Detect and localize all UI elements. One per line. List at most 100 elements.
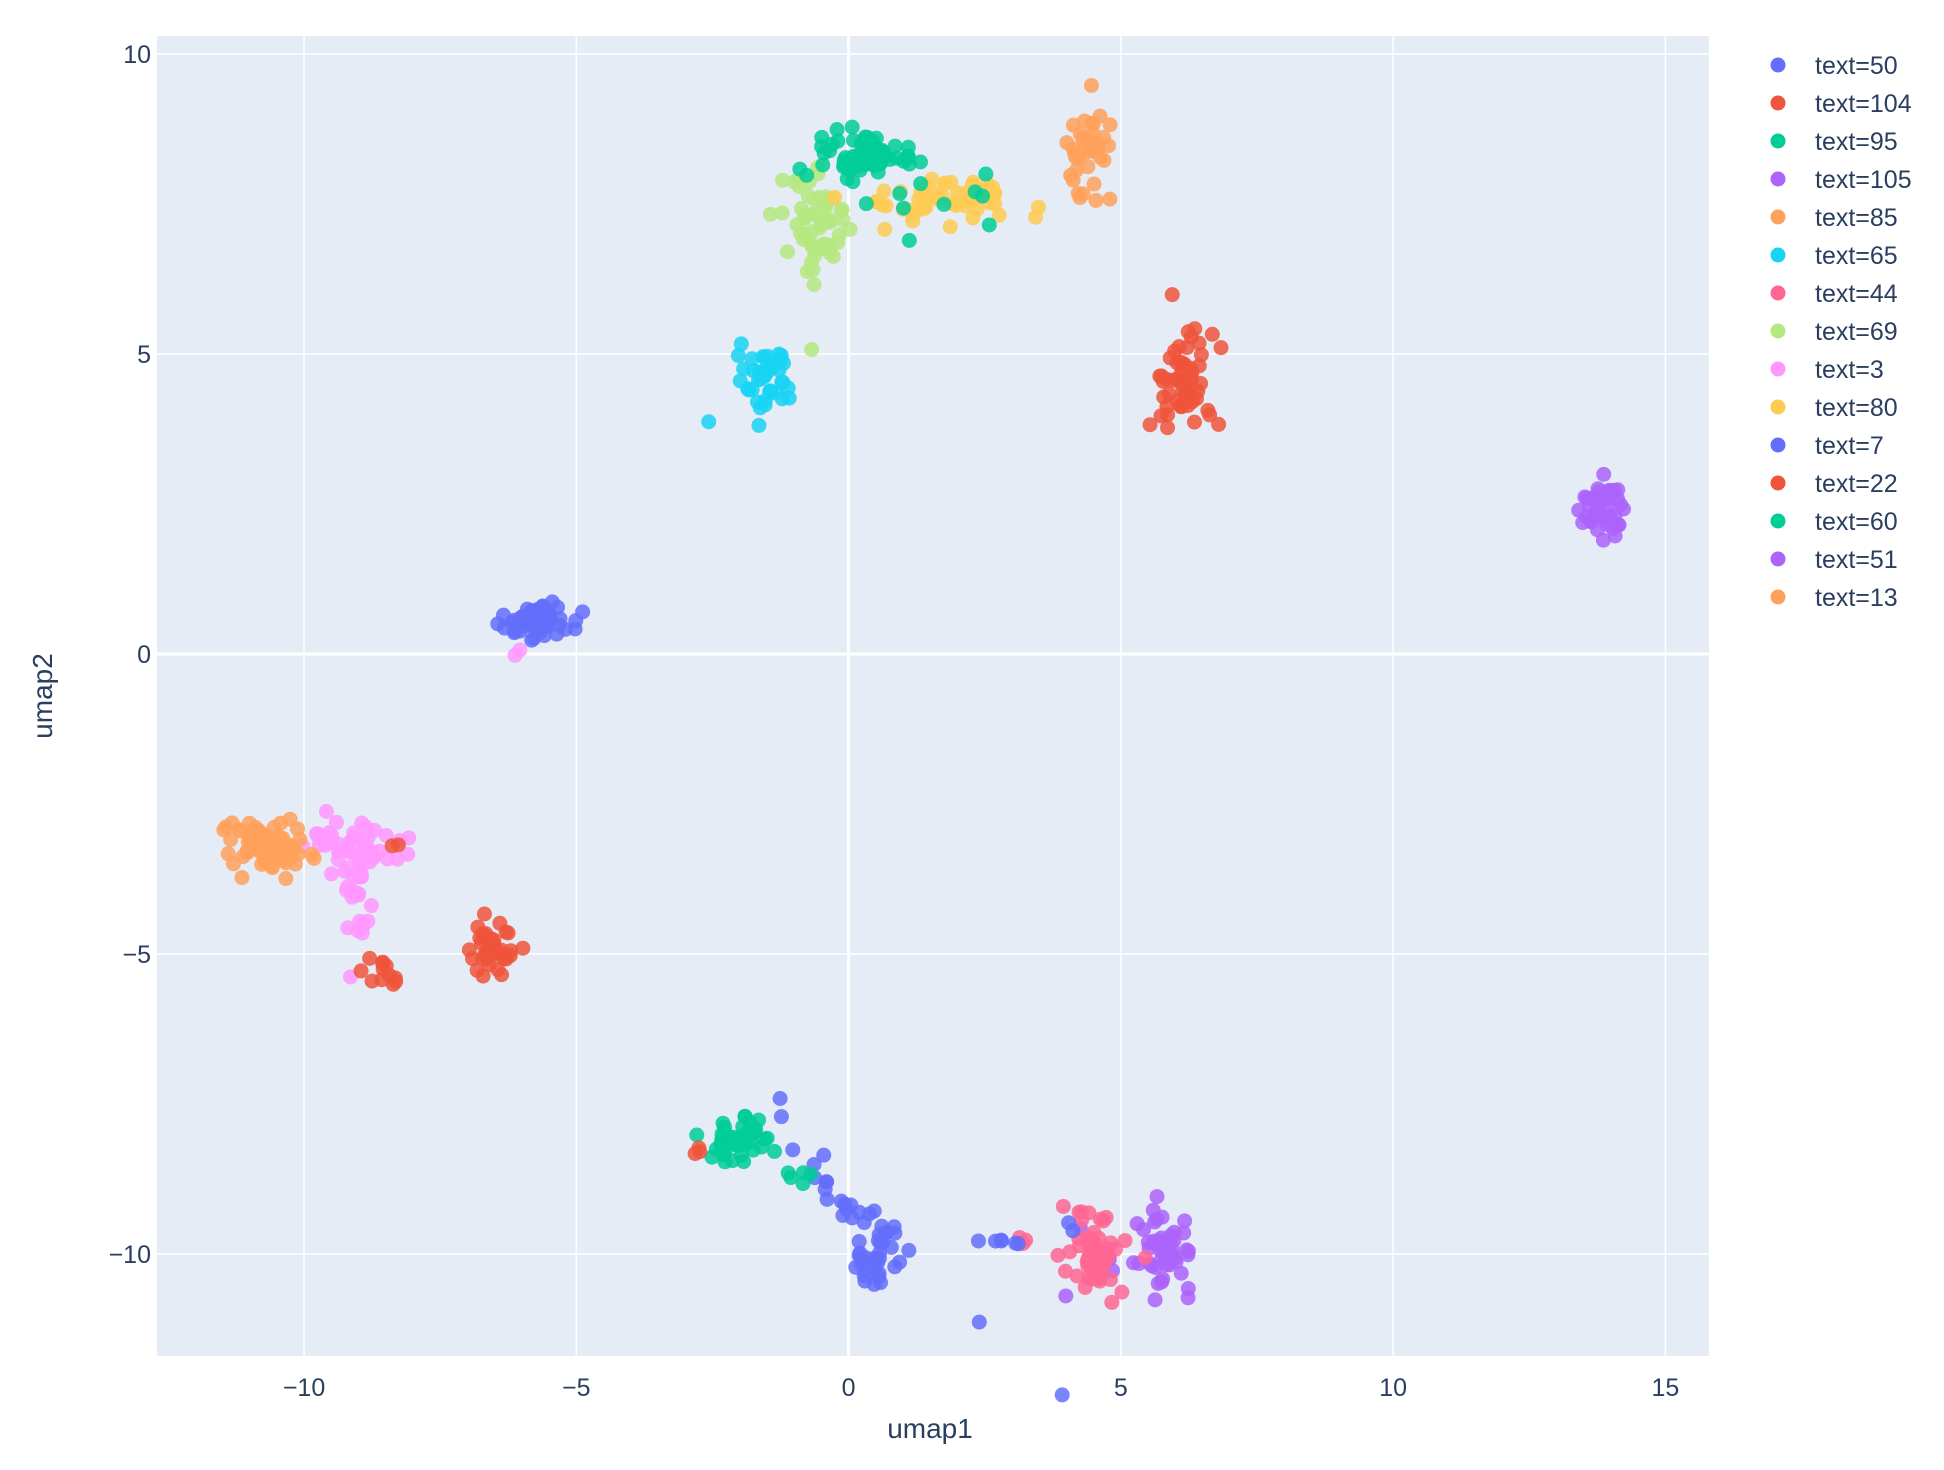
- legend-marker: [1770, 95, 1786, 111]
- data-point: [766, 1143, 782, 1159]
- x-tick-label: 10: [1379, 1374, 1407, 1402]
- data-point: [540, 618, 556, 634]
- legend-item[interactable]: text=80: [1770, 394, 1898, 422]
- plot-background: [157, 36, 1709, 1356]
- data-point: [851, 1247, 867, 1263]
- data-point: [1158, 371, 1174, 387]
- data-point: [337, 863, 353, 879]
- data-point: [866, 1203, 882, 1219]
- data-point: [743, 1134, 759, 1150]
- data-point: [1028, 209, 1044, 225]
- data-point: [749, 394, 765, 410]
- legend-item[interactable]: text=51: [1770, 546, 1898, 574]
- data-point: [851, 1204, 867, 1220]
- data-point: [866, 1261, 882, 1277]
- data-point: [317, 837, 333, 853]
- data-point: [233, 823, 249, 839]
- data-point: [730, 348, 746, 364]
- data-point: [870, 164, 886, 180]
- legend-item[interactable]: text=95: [1770, 128, 1898, 156]
- data-point: [774, 374, 790, 390]
- data-point: [993, 1233, 1009, 1249]
- legend-label: text=3: [1815, 356, 1884, 384]
- data-point: [304, 846, 320, 862]
- legend: text=50 text=104 text=95 text=105 text=85 tex…: [1770, 52, 1912, 612]
- data-point: [875, 1234, 891, 1250]
- data-point: [842, 221, 858, 237]
- y-tick-labels: −10 −5 0 5 10: [109, 41, 151, 1269]
- data-point: [1072, 190, 1088, 206]
- data-point: [762, 206, 778, 222]
- data-point: [873, 1275, 889, 1291]
- data-point: [1102, 117, 1118, 133]
- legend-item[interactable]: text=60: [1770, 508, 1898, 536]
- data-point: [575, 604, 591, 620]
- legend-item[interactable]: text=50: [1770, 52, 1898, 80]
- data-point: [1180, 1281, 1196, 1297]
- data-point: [255, 837, 271, 853]
- data-point: [364, 973, 380, 989]
- data-point: [814, 129, 830, 145]
- data-point: [502, 947, 518, 963]
- data-point: [387, 970, 403, 986]
- data-point: [913, 176, 929, 192]
- data-point: [887, 138, 903, 154]
- data-point: [689, 1127, 705, 1143]
- legend-label: text=44: [1815, 280, 1898, 308]
- data-point: [851, 154, 867, 170]
- legend-item[interactable]: text=105: [1770, 166, 1912, 194]
- data-point: [1211, 416, 1227, 432]
- legend-label: text=50: [1815, 52, 1898, 80]
- data-point: [1611, 517, 1627, 533]
- data-point: [779, 244, 795, 260]
- data-point: [737, 1108, 753, 1124]
- data-point: [1204, 326, 1220, 342]
- legend-item[interactable]: text=85: [1770, 204, 1898, 232]
- legend-marker: [1770, 209, 1786, 225]
- data-point: [1088, 135, 1104, 151]
- y-axis-title: umap2: [27, 653, 58, 739]
- data-point: [318, 804, 334, 820]
- legend-item[interactable]: text=7: [1770, 432, 1884, 460]
- data-point: [1010, 1236, 1026, 1252]
- legend-item[interactable]: text=104: [1770, 90, 1912, 118]
- data-point: [1061, 1215, 1077, 1231]
- data-point: [772, 1090, 788, 1106]
- data-point: [804, 224, 820, 240]
- legend-item[interactable]: text=69: [1770, 318, 1898, 346]
- data-point: [687, 1146, 703, 1162]
- data-point: [1055, 1198, 1071, 1214]
- legend-item[interactable]: text=22: [1770, 470, 1898, 498]
- legend-label: text=104: [1815, 90, 1912, 118]
- data-point: [1142, 417, 1158, 433]
- legend-marker: [1770, 551, 1786, 567]
- data-point: [234, 870, 250, 886]
- data-point: [1088, 192, 1104, 208]
- data-point: [858, 196, 874, 212]
- y-tick-label: 5: [137, 341, 151, 369]
- data-point: [786, 174, 802, 190]
- data-point: [1083, 77, 1099, 93]
- data-point: [876, 183, 892, 199]
- data-point: [833, 203, 849, 219]
- data-point: [1067, 145, 1083, 161]
- data-point: [270, 850, 286, 866]
- data-point: [1147, 1292, 1163, 1308]
- legend-item[interactable]: text=44: [1770, 280, 1898, 308]
- legend-label: text=7: [1815, 432, 1884, 460]
- data-points: [216, 77, 1631, 1403]
- data-point: [1154, 1274, 1170, 1290]
- data-point: [353, 963, 369, 979]
- data-point: [704, 1149, 720, 1165]
- data-point: [1092, 1273, 1108, 1289]
- legend-item[interactable]: text=3: [1770, 356, 1884, 384]
- data-point: [978, 166, 994, 182]
- data-point: [476, 906, 492, 922]
- data-point: [1193, 347, 1209, 363]
- data-point: [1114, 1284, 1130, 1300]
- legend-item[interactable]: text=13: [1770, 584, 1898, 612]
- legend-item[interactable]: text=65: [1770, 242, 1898, 270]
- data-point: [819, 1174, 835, 1190]
- data-point: [1149, 1189, 1165, 1205]
